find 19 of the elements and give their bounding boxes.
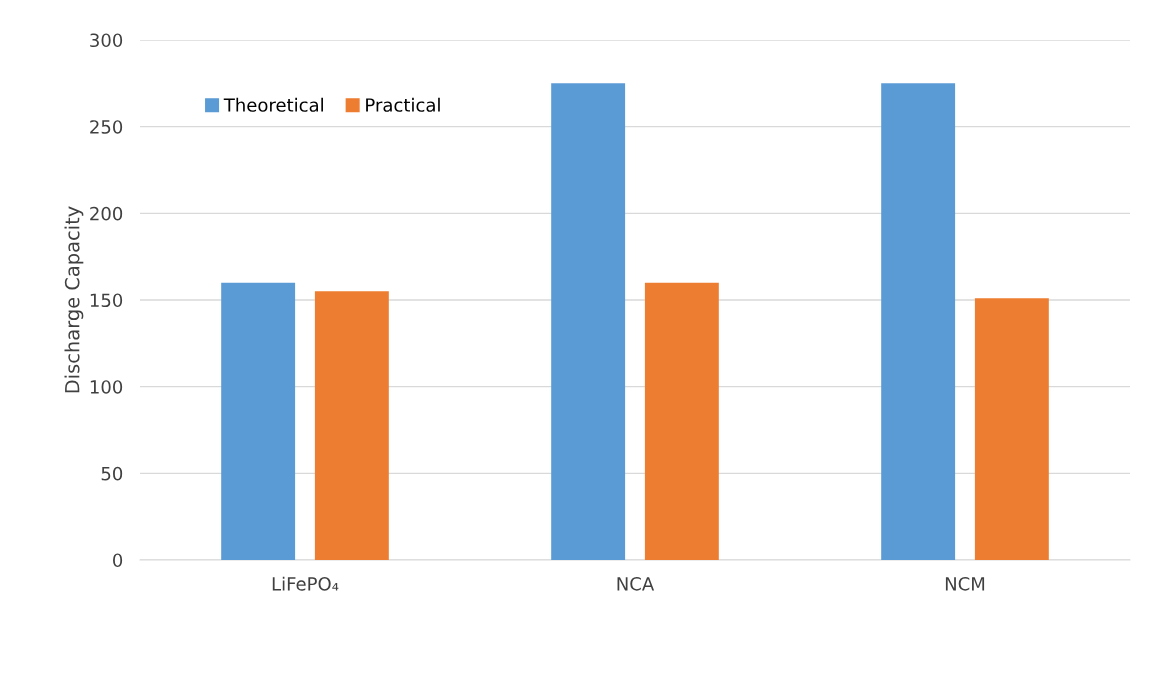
y-tick-label: 300 xyxy=(90,33,123,48)
y-tick-label: 200 xyxy=(90,206,123,221)
bar xyxy=(974,298,1049,560)
y-tick-label: 0 xyxy=(113,553,123,568)
legend-label: Practical xyxy=(366,97,440,112)
bar xyxy=(644,282,719,560)
bar xyxy=(551,83,626,560)
legend-label: Theoretical xyxy=(223,97,323,112)
y-tick-label: 100 xyxy=(90,380,123,394)
y-tick-label: 150 xyxy=(90,293,123,308)
bar xyxy=(881,83,956,560)
y-axis-title: Discharge Capacity xyxy=(64,206,84,393)
bar xyxy=(221,282,296,560)
x-tick-label: LiFePO₄ xyxy=(272,576,339,591)
x-tick-label: NCM xyxy=(945,576,985,591)
bar xyxy=(314,291,389,560)
y-tick-label: 50 xyxy=(101,466,123,481)
x-tick-label: NCA xyxy=(617,576,655,591)
y-tick-label: 250 xyxy=(90,120,123,134)
